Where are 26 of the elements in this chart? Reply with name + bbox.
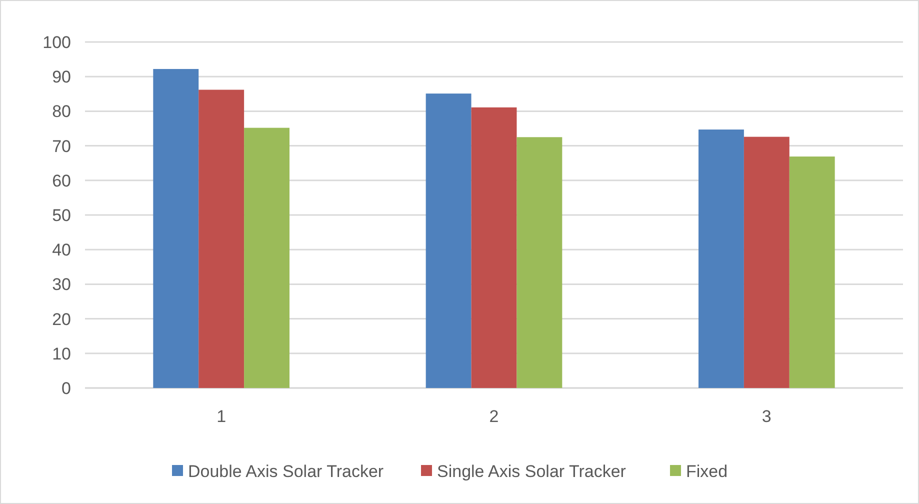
y-tick-label: 0: [62, 378, 71, 398]
y-tick-label: 90: [52, 68, 71, 87]
y-tick-label: 20: [52, 310, 71, 329]
x-tick-label: 2: [489, 407, 499, 426]
y-tick-label: 30: [52, 275, 71, 294]
y-tick-label: 80: [52, 102, 71, 122]
bar: [426, 94, 472, 388]
legend-label: Single Axis Solar Tracker: [437, 462, 626, 481]
x-tick-label: 1: [216, 407, 226, 426]
y-tick-label: 10: [52, 344, 71, 364]
legend-label: Double Axis Solar Tracker: [188, 462, 384, 481]
bar: [789, 156, 835, 388]
y-tick-label: 50: [52, 206, 71, 225]
y-tick-label: 100: [42, 32, 71, 52]
bar: [153, 68, 199, 388]
y-tick-label: 60: [52, 171, 71, 190]
y-tick-label: 70: [52, 136, 71, 156]
bar: [471, 107, 517, 388]
bar: [698, 130, 744, 388]
bar: [198, 90, 244, 388]
bar: [244, 128, 290, 388]
y-tick-label: 40: [52, 240, 71, 260]
bar: [744, 136, 790, 388]
x-tick-label: 3: [762, 407, 772, 426]
bar: [516, 137, 562, 388]
legend-label: Fixed: [686, 462, 728, 481]
